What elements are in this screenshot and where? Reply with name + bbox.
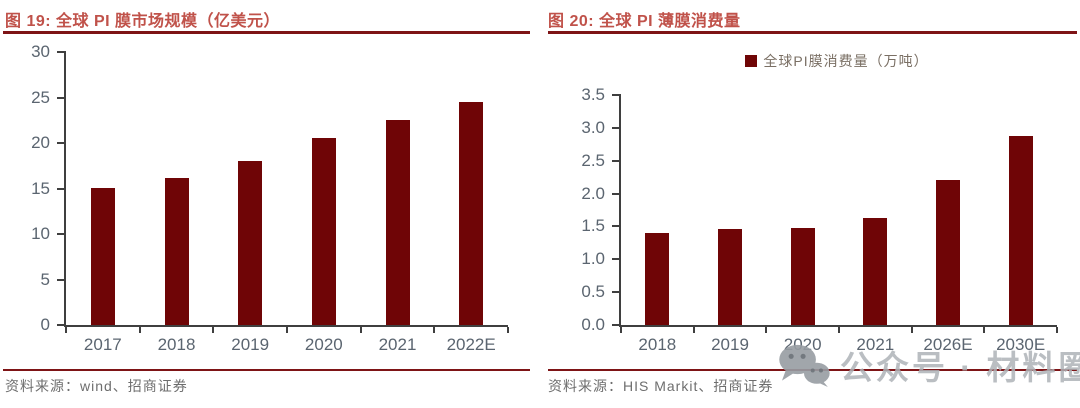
x-axis-label: 2020 xyxy=(304,335,343,354)
x-axis-tick xyxy=(910,327,913,333)
y-axis-label: 0.0 xyxy=(581,315,605,334)
figure-20-title: 图 20: 全球 PI 薄膜消费量 xyxy=(548,13,741,30)
y-axis-label: 10 xyxy=(31,224,50,243)
bar-2018 xyxy=(164,177,189,325)
x-axis-tick xyxy=(620,327,622,333)
figure-19-title: 图 19: 全球 PI 膜市场规模（亿美元） xyxy=(5,13,281,30)
y-axis-label: 0.5 xyxy=(581,282,605,302)
x-axis-label: 2020 xyxy=(783,335,822,354)
y-axis-label: 25 xyxy=(31,87,50,107)
bar-2022E xyxy=(459,102,484,325)
x-axis-tick xyxy=(838,327,840,333)
x-axis-label: 2021 xyxy=(378,335,417,354)
x-axis-label: 2018 xyxy=(157,335,196,354)
y-axis-label: 30 xyxy=(31,42,50,61)
figure-19-panel: 图 19: 全球 PI 膜市场规模（亿美元） 0 5 10 15 20 25 30 2017 2… xyxy=(3,13,530,394)
x-axis-tick xyxy=(692,327,695,333)
legend-label: 全球PI膜消费量（万吨） xyxy=(763,53,929,69)
y-axis-tick xyxy=(612,324,621,326)
bar-2030E xyxy=(1008,136,1033,325)
figure-19-title-rule xyxy=(3,31,530,34)
x-axis-label: 2026E xyxy=(923,335,973,354)
bar-2019 xyxy=(718,229,742,325)
y-axis-label: 3.0 xyxy=(581,117,605,137)
y-axis-tick xyxy=(612,258,621,261)
y-axis-tick xyxy=(57,96,66,99)
figure-20-source: 资料来源：HIS Markit、招商证券 xyxy=(548,378,774,394)
x-axis-tick xyxy=(507,327,509,333)
y-axis-tick xyxy=(57,278,66,281)
y-axis-label: 3.5 xyxy=(581,85,605,104)
y-axis-tick xyxy=(57,51,66,53)
figure-19-source: 资料来源：wind、招商证券 xyxy=(5,378,188,394)
x-axis-tick xyxy=(765,327,768,333)
x-axis-tick xyxy=(212,327,215,333)
figure-20-bar-chart: 0.0 0.5 1.0 1.5 2.0 2.5 3.0 3.5 2018 2019 2020 2021… xyxy=(581,85,1058,354)
y-axis-label: 20 xyxy=(31,133,50,152)
y-axis-tick xyxy=(57,142,66,144)
figure-20-legend: 全球PI膜消费量（万吨） xyxy=(619,51,1055,71)
x-axis-label: 2018 xyxy=(638,335,677,354)
y-axis-label: 1.0 xyxy=(581,249,605,269)
y-axis-label: 5 xyxy=(40,269,50,289)
y-axis-tick xyxy=(612,159,621,162)
bar-2019 xyxy=(238,161,263,325)
x-axis-label: 2019 xyxy=(231,335,270,354)
x-axis-tick xyxy=(286,327,288,333)
figure-20-source-rule xyxy=(548,369,1077,371)
y-axis-tick xyxy=(57,324,66,326)
y-axis-tick xyxy=(57,187,66,190)
x-axis-tick xyxy=(1056,327,1058,333)
x-axis-label: 2021 xyxy=(856,335,895,354)
x-axis-tick xyxy=(138,327,141,333)
bar-2021 xyxy=(385,120,410,325)
legend-swatch xyxy=(745,55,758,67)
x-axis-label: 2019 xyxy=(711,335,749,354)
x-axis-tick xyxy=(433,327,436,333)
y-axis-label: 15 xyxy=(31,178,50,198)
figure-20-panel: 图 20: 全球 PI 薄膜消费量 全球PI膜消费量（万吨） 0.0 0.5 1.0… xyxy=(540,0,1080,408)
y-axis-tick xyxy=(57,233,66,235)
y-axis-tick xyxy=(612,94,621,96)
bar-2021 xyxy=(863,217,888,325)
figure-19-source-rule xyxy=(3,369,530,371)
figure-19-bar-chart: 0 5 10 15 20 25 30 2017 2018 2019 2020 2021 2022E xyxy=(31,42,509,354)
y-axis-tick xyxy=(612,126,621,129)
x-axis-label: 2017 xyxy=(83,335,122,354)
y-axis-label: 0 xyxy=(40,315,50,334)
x-axis-label: 2030E xyxy=(996,335,1046,354)
x-axis-tick xyxy=(65,327,67,333)
y-axis-tick xyxy=(612,192,621,195)
y-axis-label: 2.5 xyxy=(581,150,605,170)
bar-2018 xyxy=(645,233,670,325)
figure-20-title-rule xyxy=(548,31,1077,34)
y-axis-tick xyxy=(612,291,621,294)
y-axis-tick xyxy=(612,225,621,228)
bar-2020 xyxy=(790,227,815,325)
y-axis-label: 1.5 xyxy=(581,216,605,236)
x-axis-tick xyxy=(359,327,362,333)
x-axis-label: 2022E xyxy=(446,335,496,354)
bar-2026E xyxy=(936,180,960,325)
y-axis-label: 2.0 xyxy=(581,183,605,203)
x-axis-tick xyxy=(983,327,986,333)
bar-2017 xyxy=(90,187,115,325)
bar-2020 xyxy=(311,138,336,325)
